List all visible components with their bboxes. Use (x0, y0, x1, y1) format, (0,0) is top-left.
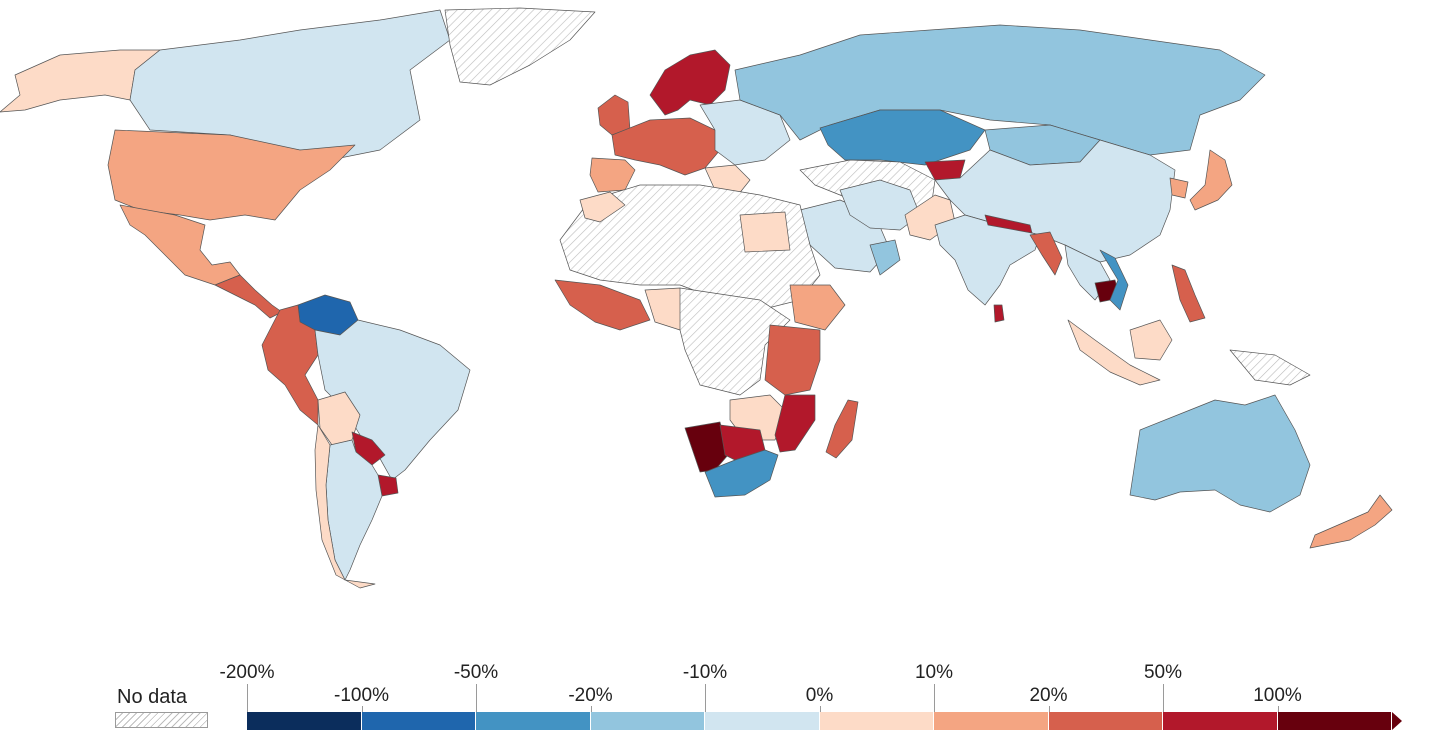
legend-tick-label: 0% (805, 685, 834, 706)
region-mozambique (774, 394, 816, 453)
region-kyrgyzstan (924, 159, 966, 181)
region-ethiopia (789, 284, 846, 331)
legend-swatch (705, 712, 820, 730)
legend-tick (476, 684, 477, 712)
region-egypt (739, 211, 791, 253)
legend-tick-label: 10% (914, 662, 954, 683)
region-morocco (579, 191, 626, 223)
region-new-guinea (1229, 349, 1311, 386)
legend-tick-label: 100% (1253, 685, 1302, 706)
legend-arrow-icon (1392, 712, 1402, 730)
legend-tick-label: 20% (1029, 685, 1068, 706)
region-namibia (684, 421, 729, 473)
region-uk-ireland (597, 94, 631, 136)
legend-tick-label: -100% (334, 685, 389, 706)
no-data-swatch (115, 712, 208, 728)
legend-swatch (1163, 712, 1278, 730)
region-central-america (214, 274, 283, 319)
region-borneo (1129, 319, 1173, 361)
legend-tick-label: -10% (682, 662, 728, 683)
legend-tick (1163, 684, 1164, 712)
legend-swatch (1277, 712, 1392, 730)
legend-swatch (361, 712, 476, 730)
region-new-zealand (1309, 494, 1393, 549)
legend-tick (819, 706, 821, 712)
region-south-africa (704, 449, 779, 498)
region-iberia (589, 157, 636, 193)
region-paraguay (351, 431, 386, 466)
legend-tick-label: -20% (568, 685, 613, 706)
legend-swatch (247, 712, 362, 730)
legend-swatch (476, 712, 591, 730)
region-nepal (984, 214, 1033, 234)
region-east-africa (764, 324, 821, 396)
legend-swatch (819, 712, 934, 730)
region-australia (1129, 394, 1311, 513)
region-sri-lanka (993, 304, 1005, 323)
legend: No data -200% -100% -50% -20% -10% 0% 10% 20% 50… (0, 600, 1456, 735)
region-usa (107, 129, 356, 221)
region-west-africa (554, 279, 651, 331)
legend-color-bar (247, 712, 1402, 730)
region-greenland (444, 7, 596, 86)
legend-tick (361, 706, 363, 712)
legend-tick (590, 706, 592, 712)
legend-swatch (590, 712, 705, 730)
no-data-label: No data (117, 686, 188, 708)
legend-swatch (934, 712, 1049, 730)
legend-tick-label: -50% (453, 662, 499, 683)
region-kazakhstan (819, 109, 986, 166)
legend-tick (247, 684, 248, 712)
legend-tick (1048, 706, 1050, 712)
region-malaysia-indonesia (1067, 319, 1161, 386)
region-korea (1169, 177, 1189, 199)
legend-tick (705, 684, 706, 712)
legend-tick (1277, 706, 1279, 712)
legend-tick-label: 50% (1143, 662, 1183, 683)
region-bangladesh-myanmar (1029, 231, 1063, 276)
legend-tick (934, 684, 935, 712)
region-alaska (0, 49, 161, 113)
legend-tick-label: -200% (219, 662, 275, 683)
region-central-africa-nodata (679, 287, 791, 396)
region-vietnam (1099, 249, 1129, 311)
region-scandinavia (649, 49, 731, 116)
region-japan (1189, 149, 1233, 211)
legend-swatch (1048, 712, 1163, 730)
region-chile (314, 424, 376, 589)
region-oman (869, 239, 901, 276)
region-madagascar (825, 399, 859, 459)
region-philippines (1171, 264, 1206, 323)
world-choropleth-map (0, 7, 1393, 589)
region-russia (734, 24, 1266, 156)
region-canada (129, 9, 451, 161)
